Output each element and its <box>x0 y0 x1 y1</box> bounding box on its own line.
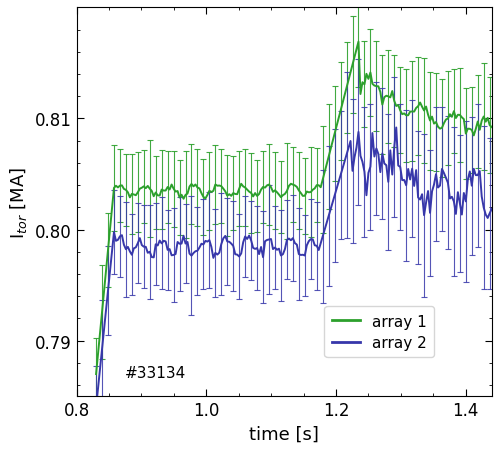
X-axis label: time [s]: time [s] <box>249 425 319 443</box>
Legend: array 1, array 2: array 1, array 2 <box>324 306 434 358</box>
Text: #33134: #33134 <box>126 365 186 380</box>
Y-axis label: I$_{tor}$ [MA]: I$_{tor}$ [MA] <box>8 166 29 238</box>
